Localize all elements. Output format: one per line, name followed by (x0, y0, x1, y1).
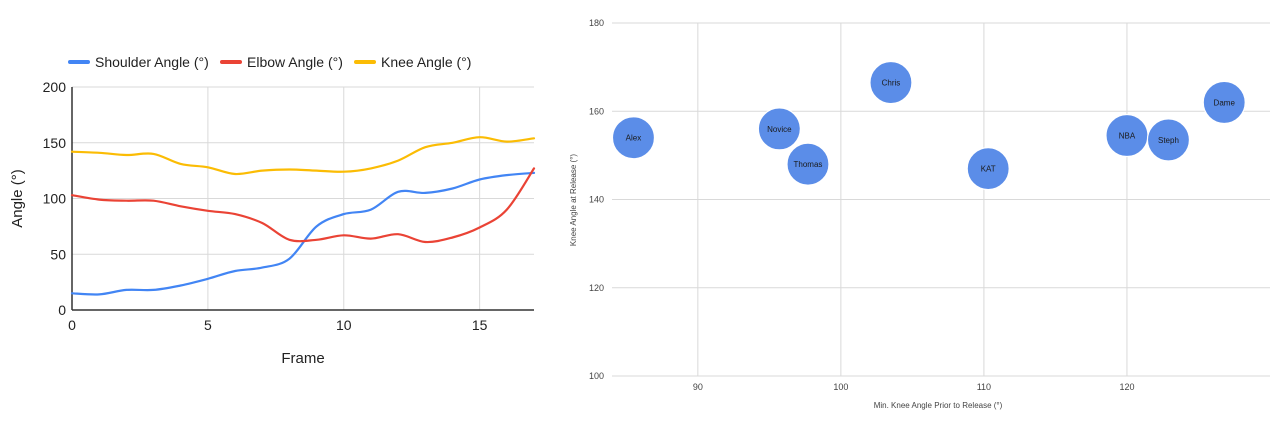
bubble-label: KAT (981, 165, 996, 174)
bubble-label: Chris (882, 79, 901, 88)
bubble-label: NBA (1119, 132, 1136, 141)
bubble-label: Steph (1158, 136, 1179, 145)
bubble-point (869, 60, 913, 105)
y-tick-label: 200 (43, 79, 67, 95)
x-tick-label: 10 (336, 317, 352, 333)
y-tick-label: 120 (589, 283, 604, 293)
bubble-point (786, 142, 830, 186)
line-chart: 0 50 100 150 200 0 5 10 15 Frame Angle (°) Shoulder… (9, 54, 536, 367)
x-tick-label: 90 (693, 382, 703, 392)
bubble-label: Alex (626, 134, 642, 143)
x-tick-label: 120 (1119, 382, 1134, 392)
x-tick-label: 5 (204, 317, 212, 333)
x-tick-label: 0 (68, 317, 76, 333)
y-tick-label: 140 (589, 195, 604, 205)
y-tick-label: 160 (589, 106, 604, 116)
bubble-chart: 90 100 110 120 100 120 140 160 180 Min. Knee Angl… (569, 18, 1270, 410)
legend-label: Shoulder Angle (°) (95, 54, 209, 70)
y-axis-title: Angle (°) (9, 169, 26, 228)
y-tick-label: 100 (43, 191, 67, 207)
y-tick-label: 0 (58, 302, 66, 318)
bubble-point (1202, 80, 1246, 125)
bubble-point (1146, 118, 1191, 162)
x-tick-label: 15 (472, 317, 488, 333)
series-line-1 (70, 167, 536, 244)
bubble-point (966, 147, 1010, 191)
x-tick-label: 110 (977, 382, 991, 392)
x-axis-title: Frame (281, 350, 324, 367)
bubble-label: Thomas (794, 160, 823, 169)
series-line-0 (70, 171, 536, 296)
bubble-label: Novice (767, 125, 792, 134)
y-tick-label: 180 (589, 18, 604, 28)
x-axis-title: Min. Knee Angle Prior to Release (°) (874, 401, 1003, 410)
x-tick-label: 100 (833, 382, 848, 392)
y-tick-label: 50 (50, 246, 66, 262)
y-tick-label: 150 (43, 135, 67, 151)
legend-label: Elbow Angle (°) (247, 54, 343, 70)
bubble-label: Dame (1214, 98, 1236, 107)
bubble-point (757, 107, 801, 151)
legend-label: Knee Angle (°) (381, 54, 471, 70)
bubble-point (611, 116, 656, 160)
y-axis-title: Knee Angle at Release (°) (569, 154, 578, 246)
y-tick-label: 100 (589, 371, 604, 381)
series-line-2 (70, 136, 536, 176)
